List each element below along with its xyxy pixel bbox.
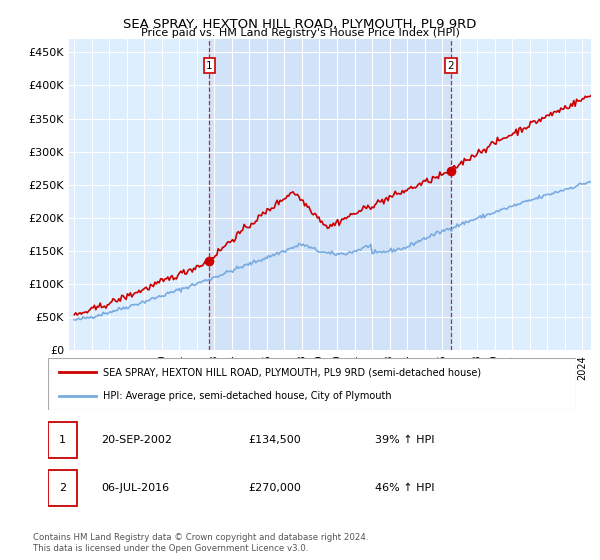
Text: 20-SEP-2002: 20-SEP-2002 [101,435,172,445]
Text: HPI: Average price, semi-detached house, City of Plymouth: HPI: Average price, semi-detached house,… [103,391,392,401]
Text: £270,000: £270,000 [248,483,302,493]
Text: SEA SPRAY, HEXTON HILL ROAD, PLYMOUTH, PL9 9RD (semi-detached house): SEA SPRAY, HEXTON HILL ROAD, PLYMOUTH, P… [103,367,482,377]
Text: 39% ↑ HPI: 39% ↑ HPI [376,435,435,445]
Text: 06-JUL-2016: 06-JUL-2016 [101,483,169,493]
Text: SEA SPRAY, HEXTON HILL ROAD, PLYMOUTH, PL9 9RD: SEA SPRAY, HEXTON HILL ROAD, PLYMOUTH, P… [124,18,476,31]
Text: Price paid vs. HM Land Registry's House Price Index (HPI): Price paid vs. HM Land Registry's House … [140,28,460,38]
Text: 1: 1 [206,60,213,71]
Text: £134,500: £134,500 [248,435,301,445]
Text: Contains HM Land Registry data © Crown copyright and database right 2024.
This d: Contains HM Land Registry data © Crown c… [33,533,368,553]
Bar [48,422,77,458]
Text: 2: 2 [448,60,454,71]
Text: 46% ↑ HPI: 46% ↑ HPI [376,483,435,493]
Text: 1: 1 [59,435,66,445]
Bar [48,469,77,506]
Text: 2: 2 [59,483,66,493]
Bar [209,39,451,350]
